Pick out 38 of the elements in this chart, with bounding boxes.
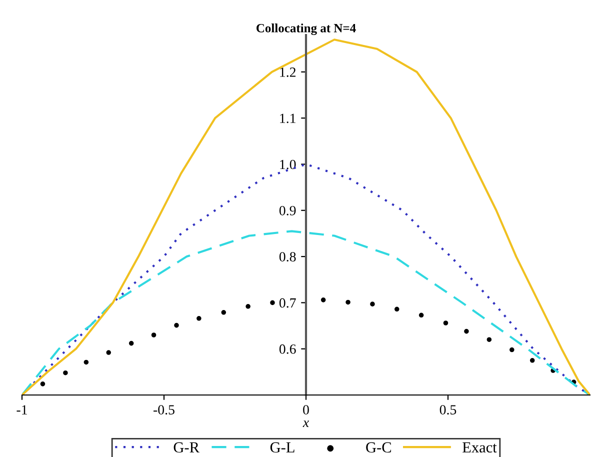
legend-label: G-L <box>270 442 294 453</box>
y-tick-label: 0.8 <box>279 252 296 262</box>
point <box>196 316 202 321</box>
point <box>346 300 350 305</box>
point <box>174 322 179 328</box>
point <box>510 347 514 352</box>
x-tick-label: 0 <box>303 405 309 414</box>
point <box>84 360 89 365</box>
y-tick-label: 0.6 <box>279 344 296 354</box>
point <box>443 320 448 326</box>
x-tick-label: -0.5 <box>154 405 174 415</box>
point <box>128 340 134 346</box>
y-tick-label: 0.7 <box>279 298 296 308</box>
y-tick-label: 1.1 <box>280 114 296 124</box>
legend-label: G-R <box>174 442 200 453</box>
point <box>151 332 156 338</box>
point <box>270 300 275 306</box>
point <box>246 304 250 309</box>
point <box>221 310 226 315</box>
x-axis-title: x <box>302 420 309 427</box>
y-tick-label: 1.2 <box>280 68 296 77</box>
point <box>394 306 400 312</box>
point <box>486 337 492 342</box>
point <box>530 358 535 363</box>
x-tick-label: 0.5 <box>440 405 456 415</box>
point <box>464 328 469 334</box>
x-tick-label: -1 <box>16 405 27 414</box>
point <box>320 298 326 302</box>
point <box>418 312 424 318</box>
y-tick-label: 1.0 <box>280 160 296 170</box>
point <box>40 382 46 386</box>
legend-label: Exact <box>462 442 497 453</box>
chart-title: Collocating at N=4 <box>256 24 356 35</box>
point <box>106 350 112 355</box>
point <box>63 370 68 376</box>
y-tick-label: 0.9 <box>279 206 296 216</box>
point <box>370 302 375 306</box>
legend-label: G-C <box>366 442 391 453</box>
